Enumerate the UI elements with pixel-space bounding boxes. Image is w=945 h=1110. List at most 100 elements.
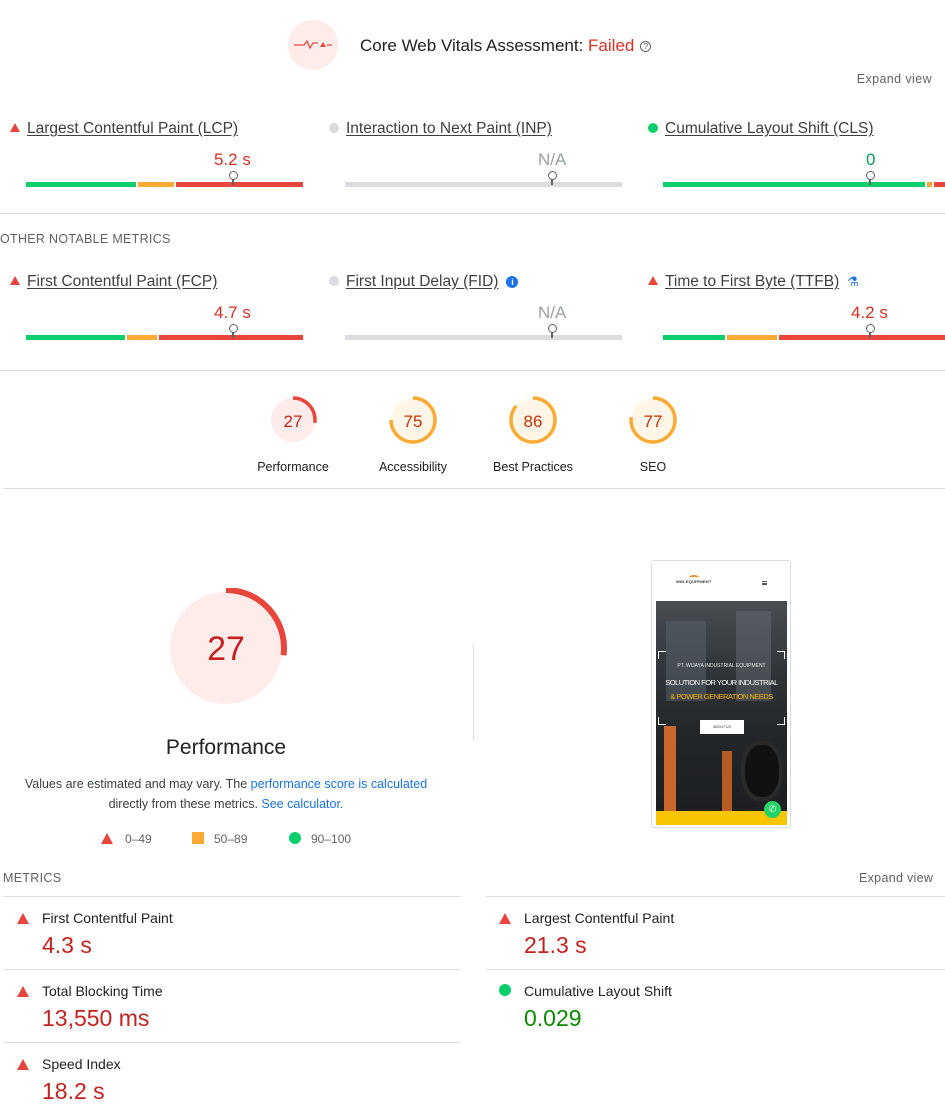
- preview-hero-line2: SOLUTION FOR YOUR INDUSTRIAL: [665, 678, 778, 687]
- section-divider: [0, 370, 945, 371]
- help-icon[interactable]: ?: [640, 41, 652, 52]
- flask-icon[interactable]: ⚗: [847, 274, 859, 289]
- warning-triangle-icon: [499, 913, 511, 924]
- preview-footer-bar: [656, 811, 787, 825]
- score-gauge-seo[interactable]: 77 SEO: [593, 394, 713, 474]
- score-label: Accessibility: [378, 460, 448, 474]
- note-text: directly from these metrics.: [108, 797, 258, 811]
- legend-square-icon: [192, 832, 204, 844]
- legend-triangle-icon: [101, 833, 113, 844]
- metric-lcp-link[interactable]: Largest Contentful Paint (LCP): [27, 120, 239, 137]
- metric-inp-link[interactable]: Interaction to Next Paint (INP): [346, 120, 552, 137]
- grey-dot-icon: [329, 123, 339, 133]
- cwv-status: Failed: [588, 36, 635, 55]
- lab-metric-si: Speed Index 18.2 s: [0, 1043, 460, 1110]
- metric-cls: Cumulative Layout Shift (CLS) 0: [648, 120, 945, 190]
- warning-triangle-icon: [17, 1059, 29, 1070]
- expand-view-button[interactable]: Expand view: [856, 72, 932, 86]
- score-label: SEO: [639, 460, 667, 474]
- warning-triangle-icon: [10, 276, 20, 285]
- lab-metric-name: Cumulative Layout Shift: [524, 983, 672, 999]
- legend-good: 90–100: [289, 832, 351, 846]
- score-gauge-ring: [629, 396, 677, 444]
- metrics-label: METRICS: [3, 871, 62, 885]
- warning-triangle-icon: [10, 123, 20, 132]
- lab-metric-value: 18.2 s: [42, 1078, 105, 1104]
- percentile-marker: [229, 324, 238, 338]
- percentile-marker: [229, 171, 238, 185]
- metric-cls-value: 0: [866, 150, 876, 169]
- cwv-failed-badge-icon: [288, 20, 338, 70]
- row-divider: [486, 896, 945, 897]
- metric-fcp-distribution-bar: [26, 324, 303, 340]
- see-calculator-link[interactable]: See calculator.: [261, 797, 344, 811]
- metric-lcp-value: 5.2 s: [214, 150, 251, 169]
- preview-hero-image: PT. WIJAYA INDUSTRIAL EQUIPMENT SOLUTION…: [656, 601, 787, 819]
- cwv-title: Core Web Vitals Assessment: Failed?: [360, 36, 652, 56]
- score-gauge-ring: [269, 396, 317, 444]
- warning-triangle-icon: [17, 913, 29, 924]
- score-value: 77: [643, 412, 663, 431]
- warning-triangle-icon: [648, 276, 658, 285]
- score-label: Performance: [257, 460, 329, 474]
- score-label: Best Practices: [493, 460, 573, 474]
- metric-ttfb-link[interactable]: Time to First Byte (TTFB): [665, 273, 840, 290]
- metric-inp-distribution-bar: [345, 171, 622, 187]
- legend-poor: 0–49: [101, 832, 152, 846]
- metrics-expand-view-button[interactable]: Expand view: [859, 871, 934, 885]
- metric-fcp: First Contentful Paint (FCP) 4.7 s: [10, 273, 303, 343]
- row-divider: [3, 969, 461, 970]
- score-calculated-link[interactable]: performance score is calculated: [250, 777, 428, 791]
- row-divider: [3, 896, 461, 897]
- score-gauge-performance[interactable]: 27 Performance: [233, 394, 353, 474]
- lab-metric-value: 13,550 ms: [42, 1005, 150, 1031]
- cwv-header: Core Web Vitals Assessment: Failed?: [0, 18, 945, 74]
- final-screenshot-preview[interactable]: WIN-EQUIPMENT PT. WIJAYA INDUSTRIAL EQUI…: [651, 560, 791, 828]
- legend-circle-icon: [289, 832, 301, 844]
- percentile-marker: [866, 324, 875, 338]
- lab-metric-lcp: Largest Contentful Paint 21.3 s: [482, 897, 942, 970]
- cwv-title-text: Core Web Vitals Assessment:: [360, 36, 584, 55]
- metric-lcp: Largest Contentful Paint (LCP) 5.2 s: [10, 120, 303, 190]
- lab-metric-tbt: Total Blocking Time 13,550 ms: [0, 970, 460, 1043]
- score-gauge-ring: [389, 396, 437, 444]
- metric-inp: Interaction to Next Paint (INP) N/A: [329, 120, 622, 190]
- preview-header: WIN-EQUIPMENT: [652, 561, 790, 601]
- metric-ttfb: Time to First Byte (TTFB) ⚗ 4.2 s: [648, 273, 945, 343]
- metric-inp-value: N/A: [538, 150, 567, 169]
- green-dot-icon: [648, 123, 658, 133]
- performance-note: Values are estimated and may vary. The p…: [0, 774, 452, 814]
- metric-fid: First Input Delay (FID) i N/A: [329, 273, 622, 343]
- note-text: Values are estimated and may vary. The: [24, 777, 248, 791]
- lab-metric-value: 4.3 s: [42, 932, 92, 958]
- metric-fid-link[interactable]: First Input Delay (FID): [346, 273, 499, 290]
- lab-metric-cls: Cumulative Layout Shift 0.029: [482, 970, 942, 1043]
- section-divider: [0, 213, 945, 214]
- metric-fcp-link[interactable]: First Contentful Paint (FCP): [27, 273, 218, 290]
- performance-gauge-svg: 27: [170, 587, 287, 704]
- preview-logo: WIN-EQUIPMENT: [676, 579, 712, 584]
- score-gauge-accessibility[interactable]: 75 Accessibility: [353, 394, 473, 474]
- score-value: 86: [523, 412, 543, 431]
- green-dot-icon: [499, 984, 511, 996]
- lab-metric-name: Largest Contentful Paint: [524, 910, 675, 926]
- metric-lcp-distribution-bar: [26, 171, 303, 187]
- preview-logo-icon: [689, 575, 699, 580]
- percentile-marker: [548, 171, 557, 185]
- performance-title: Performance: [165, 736, 287, 759]
- metric-cls-link[interactable]: Cumulative Layout Shift (CLS): [665, 120, 874, 137]
- vertical-divider: [473, 645, 474, 741]
- preview-menu-icon: [762, 581, 767, 585]
- whatsapp-icon: ✆: [764, 801, 781, 818]
- metric-fid-distribution-bar: [345, 324, 622, 340]
- info-icon[interactable]: i: [506, 276, 519, 288]
- percentile-marker: [548, 324, 557, 338]
- lab-metric-value: 21.3 s: [524, 932, 587, 958]
- score-gauge-best-practices[interactable]: 86 Best Practices: [473, 394, 593, 474]
- lab-metric-value: 0.029: [524, 1005, 582, 1031]
- preview-about-button: ABOUT US: [700, 720, 744, 734]
- score-value: 75: [403, 412, 423, 431]
- preview-hero-line1: PT. WIJAYA INDUSTRIAL EQUIPMENT: [677, 663, 766, 669]
- section-divider: [3, 488, 945, 489]
- metric-fcp-value: 4.7 s: [214, 303, 251, 322]
